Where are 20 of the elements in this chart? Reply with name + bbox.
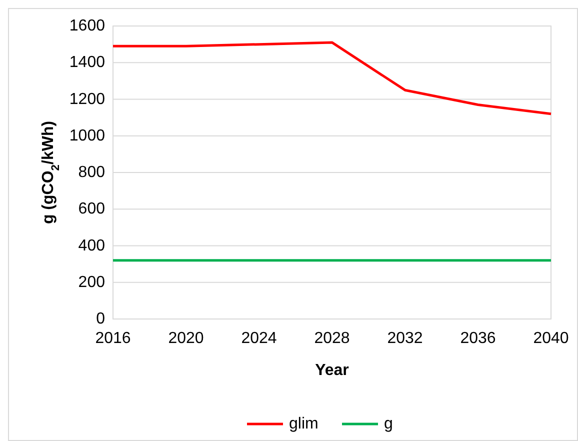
x-tick-label: 2040 [533, 330, 569, 347]
x-axis-title: Year [315, 362, 349, 379]
y-tick-label: 200 [78, 274, 106, 291]
x-tick-label: 2036 [460, 330, 496, 347]
x-tick-label: 2028 [314, 330, 350, 347]
x-tick-label: 2016 [95, 330, 131, 347]
y-tick-label: 1000 [69, 127, 106, 144]
y-tick-label: 1400 [69, 54, 106, 72]
y-tick-label: 1600 [69, 18, 106, 34]
legend-label: g [384, 416, 393, 432]
x-tick-label: 2024 [241, 330, 277, 347]
y-tick-label: 400 [78, 237, 106, 254]
y-tick-label: 0 [96, 310, 106, 328]
y-tick-label: 1200 [69, 90, 106, 108]
x-tick-label: 2032 [387, 330, 423, 347]
y-tick-label: 600 [78, 200, 106, 218]
line-series [112, 41, 552, 116]
x-tick-label: 2020 [168, 330, 204, 347]
y-tick-label: 800 [78, 164, 106, 181]
legend-label: glim [289, 416, 318, 432]
